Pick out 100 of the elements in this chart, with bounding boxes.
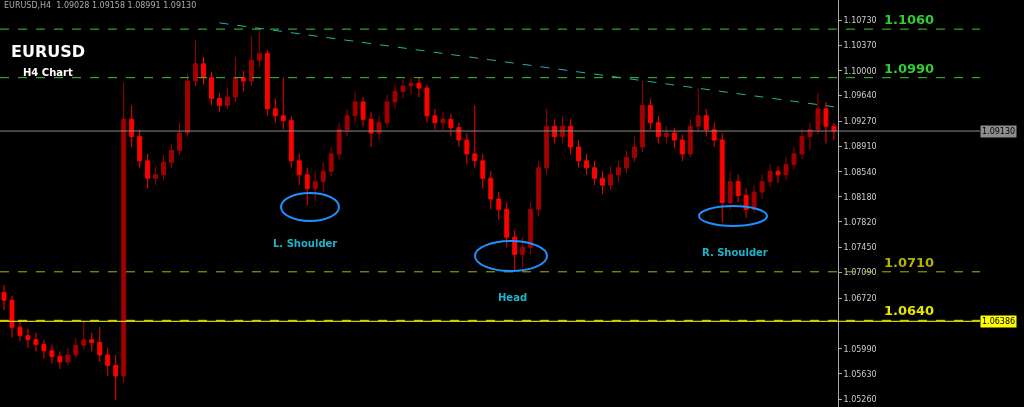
candlestick [9,295,15,339]
candlestick [528,201,534,255]
candlestick [352,91,358,124]
candlestick [57,351,63,370]
y-tick-label: 1.10730 [843,15,877,25]
annotation: EURUSD,H4 1.09028 1.09158 1.08991 1.09130 [4,1,197,10]
y-tick-label: 1.07090 [843,268,877,278]
candlestick [232,56,238,103]
ref-line-label: 1.06386 [982,317,1016,326]
candlestick [791,146,797,170]
ref-line-label: 1.0710 [884,255,935,270]
annotation: Head [498,292,528,303]
candlestick [201,56,206,86]
candlestick [639,79,645,154]
candlestick [280,77,286,131]
candlestick [815,92,821,136]
candlestick [25,328,31,349]
y-tick-label: 1.09270 [843,117,877,127]
candlestick [216,92,222,113]
candlestick [328,146,334,177]
candlestick [727,170,733,210]
candlestick [161,154,167,181]
candlestick [568,118,574,155]
candlestick [185,73,190,138]
candlestick [65,347,71,366]
candlestick [81,319,87,350]
candlestick [400,78,406,99]
candlestick [671,127,677,149]
candlestick [751,184,757,214]
ref-line-label: 1.09130 [982,127,1016,136]
candlestick [49,344,55,364]
ref-line-label: 1.1060 [884,12,935,27]
candlestick [759,174,765,200]
candlestick [544,108,550,176]
candlestick [592,160,597,186]
candlestick [73,337,79,359]
candlestick [344,108,350,138]
candlestick [496,191,502,221]
candlestick [520,236,526,269]
candlestick [408,77,414,96]
ref-line-label: 1.0640 [884,303,935,318]
candlestick [177,122,183,156]
candlestick [480,153,486,190]
candlestick [448,113,454,138]
candlestick [256,27,262,68]
candlestick [264,49,270,117]
candlestick [240,70,246,93]
candlestick [296,153,302,186]
candlestick [735,174,741,203]
candlestick [392,84,398,110]
candlestick [312,170,318,202]
candlestick [783,156,789,181]
text: EURUSD [11,42,86,61]
y-tick-label: 1.09640 [843,91,877,101]
candlestick [504,201,510,249]
annotation: R. Shoulder [702,247,768,258]
candlestick [440,111,446,131]
text: H4 Chart [23,67,73,78]
candlestick [536,160,542,217]
candlestick [600,170,605,195]
candlestick [623,149,629,174]
candlestick [424,84,430,124]
candlestick [41,339,47,359]
candlestick [113,354,119,401]
candlestick [384,94,390,129]
candlestick [799,129,805,160]
y-tick-label: 1.08180 [843,192,877,202]
y-tick-label: 1.05260 [843,395,877,405]
candlestick [1,284,7,311]
candlestick [169,143,175,169]
candlestick [33,332,39,353]
y-tick-label: 1.10370 [843,40,877,50]
candlestick [129,104,135,148]
candlestick [224,87,230,110]
candlestick [472,104,478,169]
candlestick [272,97,278,124]
ref-line-label: 1.0990 [884,61,935,76]
candlestick [288,115,294,169]
candlestick [209,71,214,106]
candlestick [360,96,366,127]
candlestick [17,319,23,342]
candlestick [767,163,773,188]
annotation: L. Shoulder [273,238,338,249]
candlestick [631,136,637,163]
candlestick [145,153,151,190]
candlestick [304,167,310,206]
candlestick [248,35,254,87]
y-tick-label: 1.10000 [843,66,877,76]
candlestick [320,161,326,193]
candlestick [488,170,494,210]
candlestick [121,82,127,384]
y-tick-label: 1.05990 [843,344,877,354]
candlestick [416,77,422,98]
candlestick [775,165,781,184]
candlestick [679,134,685,162]
candlestick [823,101,829,145]
candlestick [687,118,693,158]
candlestick [584,153,589,176]
candlestick [105,347,111,377]
y-tick-label: 1.08540 [843,167,877,177]
